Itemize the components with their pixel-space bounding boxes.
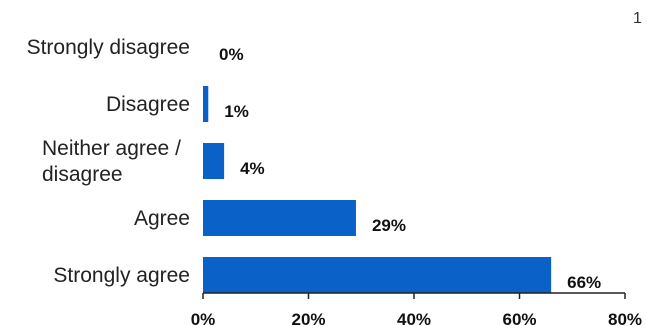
x-tick-label-0: 0% <box>191 310 216 326</box>
category-label-4: Strongly agree <box>53 264 190 287</box>
x-tick-label-4: 80% <box>608 310 642 326</box>
category-label-0: Strongly disagree <box>27 36 190 59</box>
bars-group <box>203 86 552 293</box>
data-label-0: 0% <box>219 45 244 64</box>
x-tick-label-1: 20% <box>291 310 325 326</box>
category-labels-group: Strongly disagree Disagree Neither agree /… <box>27 36 190 287</box>
data-label-4: 66% <box>567 273 601 292</box>
x-tick-label-3: 60% <box>502 310 536 326</box>
data-labels-group: 0% 1% 4% 29% 66% <box>219 45 601 292</box>
category-label-2: Neither agree / disagree <box>42 137 181 186</box>
bar-2 <box>203 143 225 179</box>
data-label-1: 1% <box>224 102 249 121</box>
data-label-2: 4% <box>240 159 265 178</box>
x-axis: 0% 20% 40% 60% 80% <box>191 292 642 326</box>
data-label-3: 29% <box>372 216 406 235</box>
bar-4 <box>203 257 552 293</box>
bar-3 <box>203 200 356 236</box>
category-label-1: Disagree <box>106 93 190 116</box>
bar-1 <box>203 86 209 122</box>
category-label-3: Agree <box>134 207 190 230</box>
x-tick-label-2: 40% <box>397 310 431 326</box>
page-number: 1 <box>633 10 642 27</box>
